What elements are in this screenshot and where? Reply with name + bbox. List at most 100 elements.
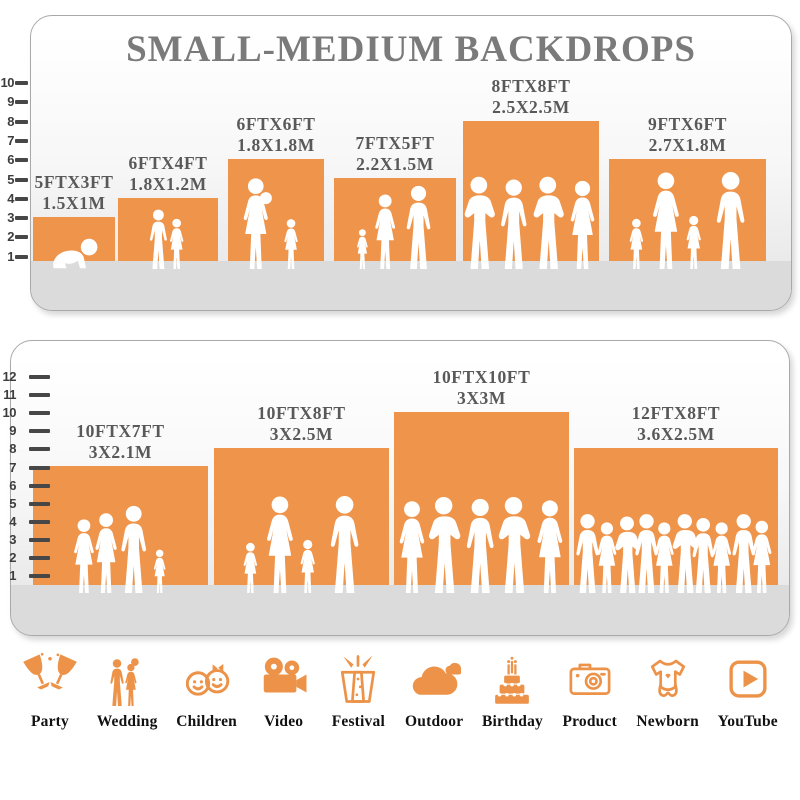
scale-tick-7: 7 <box>0 133 28 149</box>
size-ft-text: 12FTX8FT <box>631 403 721 424</box>
category-wedding: Wedding <box>97 652 158 731</box>
scale-tick-dash <box>29 465 50 470</box>
scale-tick-number: 4 <box>9 513 16 529</box>
size-ft-text: 9FTX6FT <box>647 114 728 135</box>
category-label: Children <box>176 713 237 730</box>
scale-tick-number: 8 <box>9 441 16 457</box>
scale-tick-number: 6 <box>7 152 14 168</box>
scale-tick-5: 5 <box>0 496 50 512</box>
size-m-text: 2.7X1.8M <box>648 134 727 155</box>
size-m-text: 1.8X1.2M <box>129 173 207 194</box>
floor-bottom <box>11 585 789 635</box>
scale-tick-2: 2 <box>0 550 50 566</box>
category-label: Outdoor <box>405 713 464 730</box>
size-m-text: 3X2.1M <box>88 441 153 462</box>
category-newborn: Newborn <box>636 652 699 731</box>
backdrop-size-label: 6FTX6FT 1.8X1.8M <box>176 114 376 155</box>
wedding-icon <box>100 652 154 706</box>
scale-tick-number: 5 <box>7 171 14 187</box>
size-m-text: 3.6X2.5M <box>637 423 715 444</box>
newborn-icon <box>641 652 695 706</box>
scale-tick-number: 2 <box>9 550 16 565</box>
scale-tick-number: 3 <box>9 531 16 547</box>
scale-tick-8: 8 <box>0 114 28 130</box>
scale-tick-dash <box>29 519 50 524</box>
panel-background-bottom: 10FTX7FT 3X2.1M 10FTX8FT 3X2.5M 10FTX10FT 3X3… <box>10 340 790 636</box>
category-row: Party Wedding Children Video Festival Outdoor… <box>22 652 778 731</box>
scale-tick-number: 11 <box>3 387 16 403</box>
size-m-text: 2.2X1.5M <box>356 153 434 174</box>
category-label: Party <box>30 713 69 730</box>
people-silhouette-family-of-four <box>609 171 766 269</box>
backdrop-bar-5ftx3ft: 5FTX3FT 1.5X1M <box>33 172 115 269</box>
scale-tick-12: 12 <box>0 369 50 385</box>
video-icon <box>257 652 311 706</box>
size-ft-text: 5FTX3FT <box>34 172 114 193</box>
scale-tick-10: 10 <box>0 75 28 91</box>
scale-tick-dash <box>15 235 28 240</box>
scale-tick-dash <box>15 81 28 85</box>
people-silhouette-family-of-four-b <box>33 505 208 593</box>
category-label: Video <box>264 713 304 730</box>
floor-top <box>31 261 791 310</box>
backdrop-bar-12ftx8ft: 12FTX8FT 3.6X2.5M <box>574 403 778 593</box>
scale-tick-number: 8 <box>7 113 14 129</box>
scale-tick-dash <box>29 483 50 488</box>
scale-tick-number: 9 <box>9 423 16 439</box>
backdrop-size-label: 6FTX4FT 1.8X1.2M <box>68 153 268 194</box>
scale-tick-dash <box>29 537 50 542</box>
backdrop-size-label: 9FTX6FT 2.7X1.8M <box>588 114 788 155</box>
party-icon <box>23 652 77 706</box>
scale-tick-number: 10 <box>0 75 15 90</box>
youtube-icon <box>721 652 775 706</box>
people-silhouette-two-children <box>118 209 218 269</box>
backdrop-size-label: 5FTX3FT 1.5X1M <box>31 172 174 213</box>
category-label: Birthday <box>481 713 543 730</box>
scale-tick-9: 9 <box>0 94 28 110</box>
scale-tick-number: 1 <box>9 568 16 584</box>
category-outdoor: Outdoor <box>405 652 463 731</box>
people-silhouette-family-of-four <box>214 495 389 593</box>
scale-tick-dash <box>29 556 50 560</box>
scale-tick-1: 1 <box>0 249 28 265</box>
size-m-text: 1.5X1M <box>42 192 106 213</box>
height-scale-bottom: 1 2 3 4 5 6 7 8 9 10 11 12 <box>0 340 52 636</box>
size-m-text: 3X2.5M <box>269 423 334 444</box>
scale-tick-1: 1 <box>0 568 50 584</box>
scale-tick-5: 5 <box>0 172 28 188</box>
scale-tick-dash <box>15 177 28 182</box>
scale-tick-dash <box>15 216 28 221</box>
scale-tick-dash <box>15 119 28 124</box>
backdrop-bar-10ftx8ft: 10FTX8FT 3X2.5M <box>214 403 389 593</box>
scale-tick-4: 4 <box>0 191 28 207</box>
scale-tick-6: 6 <box>0 478 50 494</box>
scale-tick-number: 5 <box>9 495 16 511</box>
scale-tick-3: 3 <box>0 210 28 226</box>
category-youtube: YouTube <box>718 652 778 731</box>
scale-tick-number: 1 <box>7 248 14 264</box>
category-label: YouTube <box>717 713 778 730</box>
size-ft-text: 10FTX7FT <box>76 421 165 442</box>
backdrop-size-label: 10FTX10FT 3X3M <box>382 367 582 408</box>
size-m-text: 2.5X2.5M <box>492 96 570 117</box>
scale-tick-number: 7 <box>7 132 14 148</box>
backdrop-bar-10ftx10ft: 10FTX10FT 3X3M <box>394 367 569 593</box>
scale-tick-10: 10 <box>0 405 50 421</box>
category-product: Product <box>562 652 618 731</box>
backdrop-size-label: 12FTX8FT 3.6X2.5M <box>576 403 776 444</box>
scale-tick-9: 9 <box>0 423 50 439</box>
scale-tick-dash <box>29 447 50 452</box>
scale-tick-dash <box>15 196 28 201</box>
scale-tick-4: 4 <box>0 514 50 530</box>
scale-tick-7: 7 <box>0 460 50 476</box>
scale-tick-dash <box>15 138 28 143</box>
backdrop-size-label: 10FTX8FT 3X2.5M <box>202 403 402 444</box>
backdrop-bar-7ftx5ft: 7FTX5FT 2.2X1.5M <box>334 133 456 269</box>
birthday-icon <box>485 652 539 706</box>
size-ft-text: 8FTX8FT <box>491 76 571 97</box>
scale-tick-dash <box>15 100 28 105</box>
scale-tick-dash <box>29 501 50 506</box>
size-ft-text: 10FTX10FT <box>432 367 531 388</box>
scale-tick-number: 10 <box>2 405 17 421</box>
scale-tick-2: 2 <box>0 229 28 245</box>
